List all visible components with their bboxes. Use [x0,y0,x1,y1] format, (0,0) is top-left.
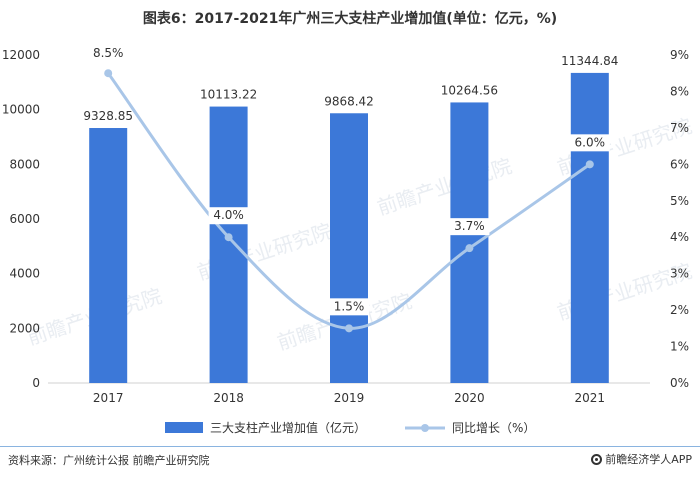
y-left-tick-label: 10000 [2,103,40,117]
y-left-tick-label: 12000 [2,48,40,62]
bar-value-label: 10113.22 [200,88,257,102]
bar-value-label: 11344.84 [561,54,618,68]
legend-line-label: 同比增长（%） [452,421,535,435]
y-left-tick-label: 8000 [9,157,40,171]
x-tick-label: 2020 [454,391,485,405]
growth-value-label: 1.5% [334,299,365,313]
x-tick-label: 2018 [213,391,244,405]
y-left-tick-label: 6000 [9,212,40,226]
growth-label-group: 3.7% [449,218,490,236]
growth-point-2021 [585,160,594,169]
legend-bar-swatch [165,422,203,433]
growth-label-group: 1.5% [329,298,369,316]
legend: 三大支柱产业增加值（亿元） 同比增长（%） [165,420,535,435]
bar-value-label: 9328.85 [83,109,133,123]
legend-bar-label: 三大支柱产业增加值（亿元） [210,420,366,435]
growth-value-label: 8.5% [93,46,124,60]
legend-line-marker [421,424,429,432]
axes-layer: 0 2000 4000 6000 8000 10000 12000 0% 1% 2% 3% 4% 5% 6… [2,48,689,405]
growth-value-label: 6.0% [575,135,606,149]
y-right-tick-label: 6% [670,157,689,171]
y-left-tick-label: 2000 [9,321,40,335]
y-left-tick-label: 4000 [9,267,40,281]
bar-2019 [330,113,368,383]
y-right-tick-label: 9% [670,48,689,62]
bar-value-label: 10264.56 [441,83,498,97]
growth-value-label: 4.0% [213,208,244,222]
bars-layer [89,72,609,383]
brand-credit: 前瞻经济学人APP [591,451,692,467]
growth-point-2019 [345,324,353,333]
source-note: 资料来源：广州统计公报 前瞻产业研究院 [8,454,210,467]
y-left-tick-label: 0 [32,376,40,390]
y-right-tick-label: 3% [670,267,689,281]
growth-label-group: 4.0% [208,207,249,225]
bar-2020 [450,102,489,383]
growth-point-2017 [104,69,113,78]
growth-point-2018 [224,233,233,242]
growth-value-label: 3.7% [454,219,485,233]
watermark-text: 前瞻产业研究院 [374,154,515,220]
bar-2021 [570,72,609,383]
growth-label-group: 8.5% [93,46,124,60]
footer-divider [0,446,700,447]
growth-label-bg [208,207,249,225]
x-tick-label: 2019 [334,391,365,405]
bar-2017 [89,128,128,383]
y-right-tick-label: 5% [670,194,689,208]
x-tick-label: 2021 [575,391,606,405]
x-tick-label: 2017 [93,391,124,405]
line-layer [104,69,594,333]
labels-layer: 9328.85 10113.22 9868.42 10264.56 11344.84 8.… [83,46,618,316]
y-right-tick-label: 0% [670,376,689,390]
bar-2018 [209,106,248,383]
y-right-tick-label: 7% [670,121,689,135]
growth-label-bg [569,134,610,152]
y-right-tick-label: 8% [670,84,689,98]
brand-name: 前瞻经济学人APP [605,453,692,466]
y-right-tick-label: 4% [670,230,689,244]
y-right-tick-label: 1% [670,340,689,354]
growth-label-bg [449,218,490,236]
bar-value-label: 9868.42 [324,94,374,108]
chart-title: 图表6：2017-2021年广州三大支柱产业增加值(单位：亿元，%) [142,11,558,27]
growth-label-bg [329,298,369,316]
growth-point-2020 [465,244,474,253]
y-right-tick-label: 2% [670,303,689,317]
brand-logo-icon [591,453,603,465]
growth-label-group: 6.0% [569,134,610,152]
